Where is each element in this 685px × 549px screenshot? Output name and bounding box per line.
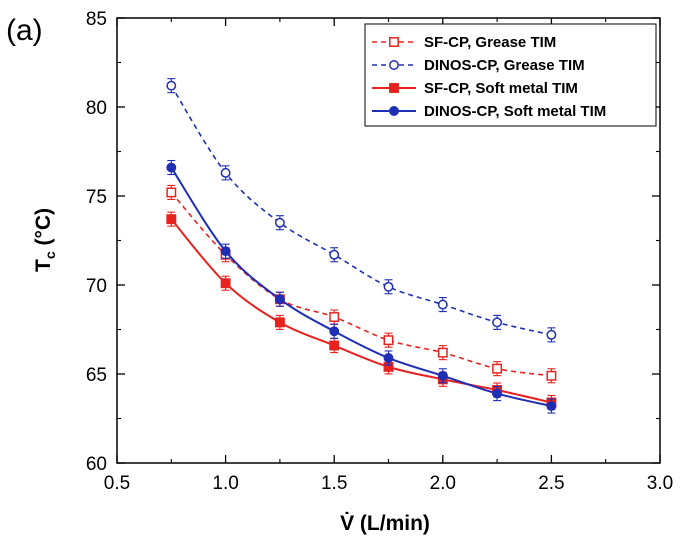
legend-item: SF-CP, Grease TIM (372, 34, 556, 51)
legend-label: SF-CP, Soft metal TIM (424, 80, 578, 97)
y-tick-label: 75 (86, 187, 107, 208)
series-dinos-cp-soft-metal-tim (166, 159, 557, 414)
data-point (546, 329, 557, 340)
data-point (166, 80, 177, 91)
data-point (546, 401, 557, 411)
y-tick-label: 70 (86, 276, 107, 297)
data-point (166, 214, 177, 225)
data-point (437, 299, 448, 310)
legend-item: DINOS-CP, Soft metal TIM (372, 103, 606, 120)
y-axis-label-main: T (32, 259, 55, 272)
legend-box (364, 23, 657, 127)
legend-label: SF-CP, Grease TIM (424, 34, 556, 51)
data-point (274, 294, 285, 305)
x-tick-labels: 0.5 1.0 1.5 2.0 2.5 3.0 (104, 473, 673, 494)
data-point (274, 217, 285, 228)
axis-ticks (116, 17, 661, 464)
legend-marker (389, 37, 399, 47)
legend-item: DINOS-CP, Grease TIM (372, 57, 585, 74)
data-point (329, 312, 340, 322)
data-point (166, 162, 177, 173)
x-axis-label: V̇ (L/min) (340, 511, 430, 535)
y-tick-label: 60 (86, 454, 107, 475)
x-tick-label: 3.0 (647, 473, 673, 494)
y-tick-label: 85 (86, 9, 107, 30)
y-tick-labels: 60 65 70 75 80 85 (86, 9, 107, 475)
series-line (170, 218, 552, 404)
y-axis-label: Tc (°C) (32, 208, 58, 272)
legend-marker (389, 60, 399, 70)
data-point (329, 326, 340, 337)
data-point (437, 370, 448, 381)
data-point (220, 246, 231, 257)
data-point (383, 335, 394, 346)
x-tick-label: 2.0 (430, 473, 456, 494)
data-point (492, 363, 503, 374)
series-dinos-cp-grease-tim (166, 78, 557, 343)
data-point (492, 317, 503, 328)
data-point (437, 347, 448, 358)
data-point (220, 278, 231, 289)
data-point (329, 340, 340, 351)
x-tick-label: 2.5 (538, 473, 564, 494)
series-sf-cp-soft-metal-tim (166, 211, 557, 411)
legend-label: DINOS-CP, Soft metal TIM (424, 103, 606, 120)
legend-label: DINOS-CP, Grease TIM (424, 57, 585, 74)
legend: SF-CP, Grease TIM DINOS-CP, Grease TIM SF-… (364, 23, 657, 127)
data-point (329, 249, 340, 260)
y-axis-label-unit: (°C) (32, 208, 55, 251)
x-tick-label: 1.0 (212, 473, 238, 494)
data-point (383, 281, 394, 292)
x-tick-label: 0.5 (104, 473, 130, 494)
y-tick-label: 80 (86, 98, 107, 119)
legend-marker (389, 83, 399, 93)
legend-marker (389, 106, 399, 116)
data-point (546, 370, 557, 381)
panel-label: (a) (6, 14, 43, 47)
data-point (383, 353, 394, 363)
x-tick-label: 1.5 (321, 473, 347, 494)
data-point (166, 187, 177, 198)
data-point (274, 317, 285, 328)
legend-item: SF-CP, Soft metal TIM (372, 80, 578, 97)
y-axis-label-sub: c (42, 251, 58, 259)
data-point (220, 167, 231, 178)
data-point (492, 388, 503, 399)
series-group (166, 78, 557, 414)
y-tick-label: 65 (86, 365, 107, 386)
